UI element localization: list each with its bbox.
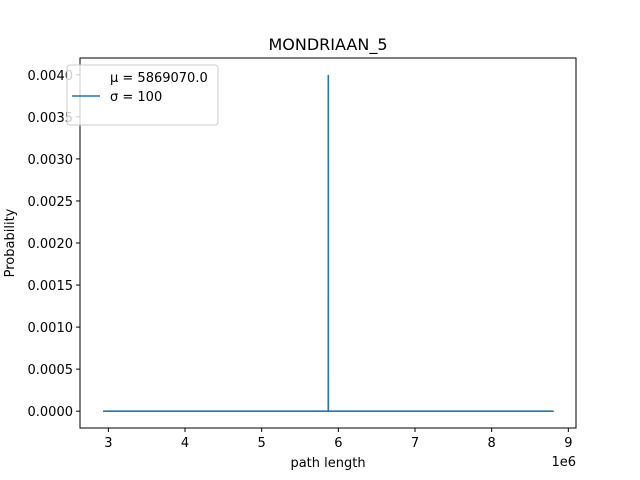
y-tick-label: 0.0035 (28, 111, 74, 126)
x-tick-label: 3 (104, 436, 112, 451)
x-tick-label: 7 (411, 436, 419, 451)
axes-frame (79, 57, 577, 429)
legend-box (66, 64, 219, 126)
x-tick-label: 8 (488, 436, 496, 451)
y-axis-label: Probability (3, 208, 18, 277)
y-tick-label: 0.0000 (28, 405, 74, 420)
y-tick-label: 0.0025 (28, 195, 74, 210)
x-tick-label: 5 (258, 436, 266, 451)
x-tick-label: 6 (334, 436, 342, 451)
x-tick-label: 4 (181, 436, 189, 451)
series-group (103, 74, 554, 412)
y-tick-label: 0.0040 (28, 69, 74, 84)
chart-title: MONDRIAAN_5 (268, 35, 387, 55)
y-tick-label: 0.0015 (28, 279, 74, 294)
series-line (103, 74, 554, 412)
x-tick-label: 9 (564, 436, 572, 451)
legend-sigma-label: σ = 100 (110, 90, 162, 105)
y-tick-label: 0.0020 (28, 237, 74, 252)
y-tick-label: 0.0010 (28, 321, 74, 336)
x-axis-label: path length (290, 456, 365, 471)
tick-group: 3 4 5 6 7 8 9 0.0000 0.0005 0.0010 0.0015 0.0020 0.0… (28, 69, 573, 451)
legend: μ = 5869070.0 σ = 100 (66, 64, 219, 126)
y-tick-label: 0.0030 (28, 153, 74, 168)
legend-mu-label: μ = 5869070.0 (110, 71, 208, 86)
x-offset-label: 1e6 (551, 455, 576, 470)
y-tick-label: 0.0005 (28, 363, 74, 378)
